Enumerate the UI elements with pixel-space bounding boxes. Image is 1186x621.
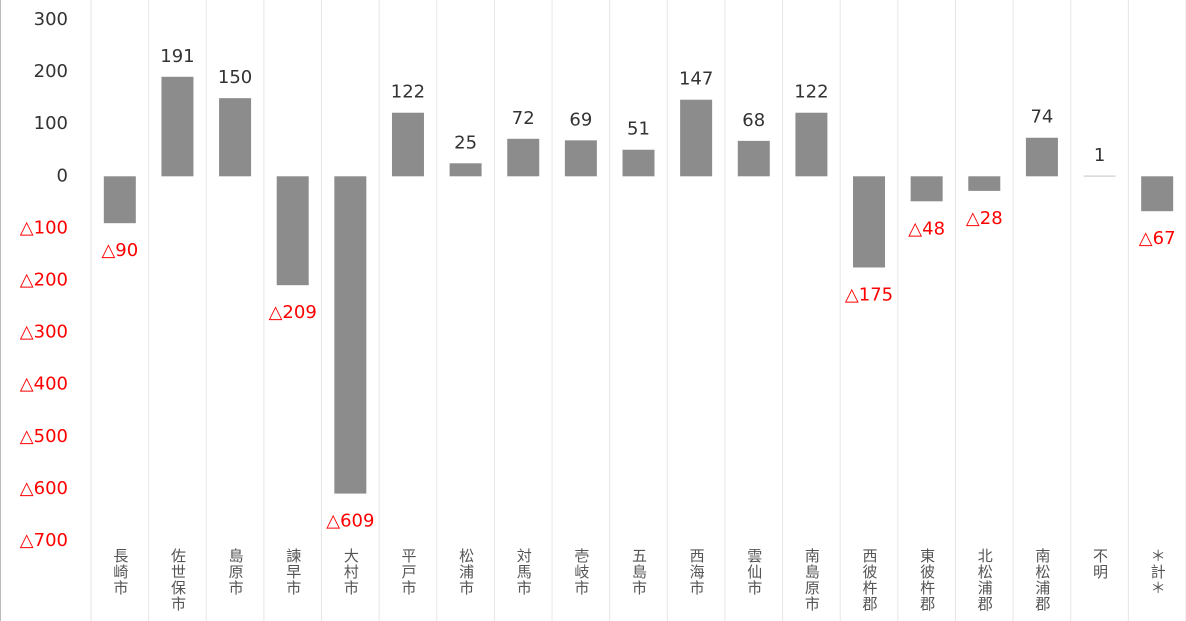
bar [622, 149, 655, 177]
value-label: △67 [1139, 228, 1176, 249]
bar [853, 176, 886, 268]
x-tick-label: 東彼杵郡 [918, 548, 936, 612]
value-label: 122 [391, 82, 425, 103]
x-tick-label: 壱岐市 [572, 548, 590, 596]
y-tick-label: △600 [20, 478, 68, 499]
bar [910, 176, 943, 202]
bar [276, 176, 309, 286]
y-tick-label: △200 [20, 270, 68, 291]
value-label: 1 [1094, 145, 1105, 166]
y-tick-label: 300 [34, 9, 68, 30]
bar [737, 140, 770, 177]
value-label: △90 [101, 240, 138, 261]
value-label: △48 [908, 218, 945, 239]
value-label: 191 [160, 46, 194, 67]
x-tick-label: 北松浦郡 [976, 548, 994, 612]
bar [103, 176, 136, 224]
bar [1141, 176, 1174, 212]
value-label: 68 [742, 110, 765, 131]
y-tick-label: △700 [20, 530, 68, 551]
bar [507, 138, 540, 177]
value-label: △609 [326, 511, 374, 532]
x-tick-label: 諫早市 [284, 548, 302, 596]
x-tick-label: 松浦市 [457, 548, 475, 596]
bar [334, 176, 367, 494]
value-label: 25 [454, 132, 477, 153]
bar [564, 140, 597, 177]
x-tick-label: 西海市 [688, 548, 706, 596]
value-label: △209 [269, 302, 317, 323]
bar [795, 112, 828, 177]
value-label: 51 [627, 119, 650, 140]
value-label: 147 [679, 69, 713, 90]
x-tick-label: 五島市 [630, 548, 648, 596]
x-tick-label: 佐世保市 [169, 548, 187, 612]
value-label: △175 [845, 284, 893, 305]
x-tick-label: 長崎市 [111, 548, 129, 596]
y-tick-label: 200 [34, 61, 68, 82]
value-label: 69 [569, 109, 592, 130]
bar [161, 76, 194, 177]
bar [1025, 137, 1058, 177]
x-tick-label: 不明 [1091, 548, 1109, 580]
y-tick-label: △300 [20, 322, 68, 343]
value-label: 74 [1030, 107, 1053, 128]
bar [968, 176, 1001, 191]
x-tick-label: 南松浦郡 [1033, 548, 1051, 612]
x-tick-label: 島原市 [227, 548, 245, 596]
x-tick-label: 西彼杵郡 [861, 548, 879, 612]
y-tick-label: 0 [57, 165, 68, 186]
value-label: △28 [966, 208, 1003, 229]
y-tick-label: △100 [20, 217, 68, 238]
y-tick-label: △500 [20, 426, 68, 447]
bar [219, 98, 252, 177]
value-label: 150 [218, 67, 252, 88]
x-tick-label: 対馬市 [515, 548, 533, 596]
x-tick-label: 南島原市 [803, 548, 821, 612]
x-tick-label: 大村市 [342, 548, 360, 596]
x-tick-label: ＊計＊ [1149, 548, 1167, 596]
x-tick-label: 平戸市 [399, 548, 417, 596]
bar [391, 112, 424, 177]
bar [1083, 175, 1116, 177]
bar [449, 163, 482, 177]
y-tick-label: 100 [34, 113, 68, 134]
y-tick-label: △400 [20, 374, 68, 395]
value-label: 122 [794, 82, 828, 103]
bar [680, 99, 713, 177]
x-tick-label: 雲仙市 [745, 548, 763, 596]
value-label: 72 [512, 108, 535, 129]
